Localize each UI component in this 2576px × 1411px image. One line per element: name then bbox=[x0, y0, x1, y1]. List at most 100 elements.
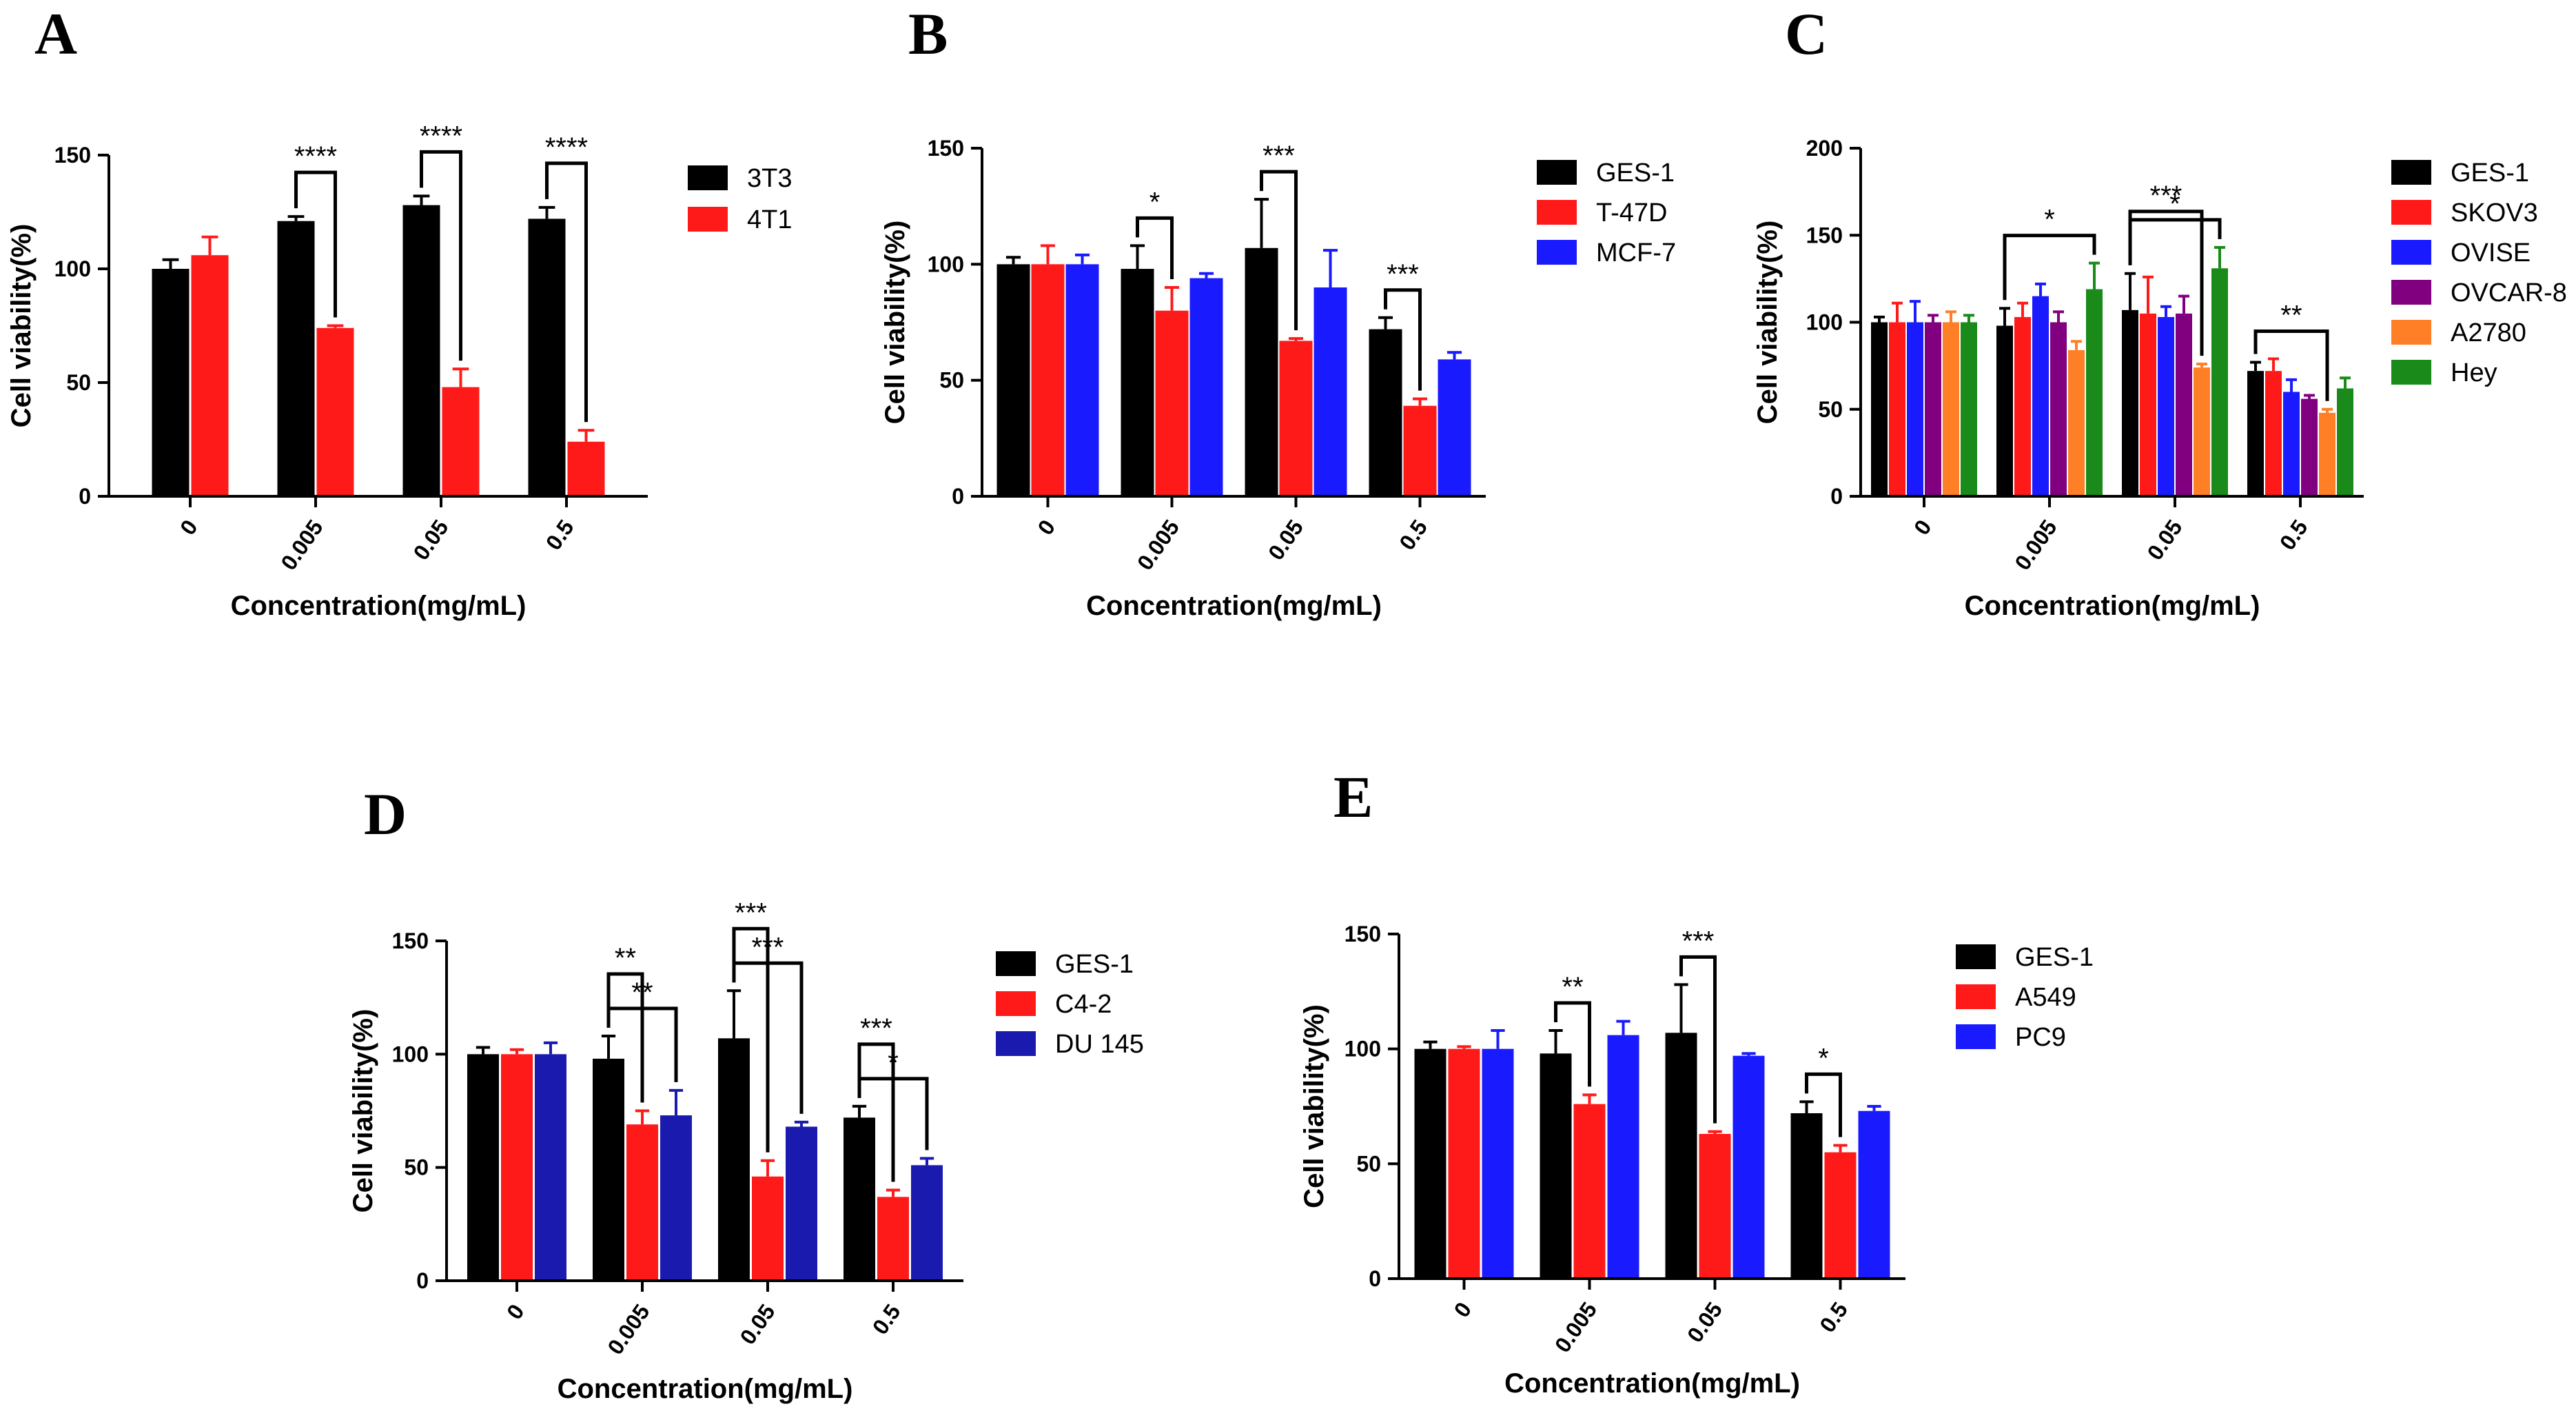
legend-label: GES-1 bbox=[1055, 950, 1134, 979]
x-tick-label: 0.05 bbox=[1263, 515, 1308, 565]
y-tick-label: 50 bbox=[1356, 1151, 1381, 1176]
panel-letter: D bbox=[364, 781, 407, 847]
bar-ges-1-0.005 bbox=[1540, 1053, 1572, 1279]
bar-a549-0.005 bbox=[1573, 1104, 1606, 1279]
significance-label: * bbox=[2044, 205, 2055, 235]
y-tick-label: 0 bbox=[79, 484, 91, 509]
legend-label: Hey bbox=[2451, 358, 2497, 387]
bar-ovise-0.5 bbox=[2283, 392, 2300, 496]
x-tick-label: 0 bbox=[502, 1299, 529, 1323]
legend-label: PC9 bbox=[2015, 1023, 2066, 1052]
panel-letter: A bbox=[34, 1, 77, 67]
bar-mcf-7-0.05 bbox=[1313, 287, 1347, 496]
bar-ges-1-0.5 bbox=[2247, 371, 2264, 496]
y-tick-label: 0 bbox=[952, 484, 964, 509]
bar-pc9-0.5 bbox=[1858, 1110, 1890, 1279]
legend-swatch bbox=[2391, 320, 2431, 345]
significance-label: *** bbox=[1263, 141, 1295, 171]
significance-bracket bbox=[294, 170, 337, 318]
bar-ges-1-0.05 bbox=[1245, 247, 1278, 496]
legend-swatch bbox=[2391, 280, 2431, 305]
bar-ovise-0 bbox=[1907, 322, 1923, 496]
significance-bracket bbox=[2128, 210, 2204, 356]
x-tick-label: 0 bbox=[1909, 515, 1936, 539]
bar-a2780-0.05 bbox=[2194, 367, 2210, 496]
legend-swatch bbox=[1537, 240, 1577, 265]
bar-hey-0.5 bbox=[2337, 388, 2353, 496]
y-tick-label: 150 bbox=[54, 143, 91, 168]
legend-swatch bbox=[2391, 160, 2431, 185]
y-tick-label: 50 bbox=[66, 370, 91, 395]
bar-du-145-0 bbox=[535, 1054, 566, 1281]
bar-ovcar-8-0 bbox=[1925, 322, 1941, 496]
significance-bracket bbox=[606, 972, 644, 1103]
x-tick-label: 0.5 bbox=[868, 1299, 906, 1339]
bar-ovcar-8-0.005 bbox=[2050, 322, 2067, 496]
bar-ovise-0.005 bbox=[2032, 296, 2049, 496]
significance-bracket bbox=[1260, 170, 1298, 331]
significance-label: **** bbox=[545, 132, 588, 163]
significance-bracket bbox=[732, 926, 770, 1153]
x-tick-label: 0.5 bbox=[541, 515, 579, 554]
x-tick-label: 0.005 bbox=[602, 1299, 654, 1359]
x-tick-label: 0.5 bbox=[2275, 515, 2313, 554]
x-tick-label: 0.5 bbox=[1815, 1297, 1852, 1337]
x-tick-label: 0.005 bbox=[2010, 515, 2061, 574]
significance-bracket bbox=[420, 150, 462, 361]
significance-label: ** bbox=[615, 943, 636, 973]
significance-bracket bbox=[545, 161, 588, 423]
x-tick-label: 0.05 bbox=[2143, 515, 2187, 565]
x-tick-label: 0.5 bbox=[1394, 515, 1432, 554]
legend-swatch bbox=[2391, 240, 2431, 265]
x-axis-title: Concentration(mg/mL) bbox=[1965, 591, 2260, 621]
x-tick-label: 0.05 bbox=[1682, 1297, 1727, 1347]
legend-label: A549 bbox=[2015, 983, 2076, 1012]
y-tick-label: 150 bbox=[928, 136, 964, 161]
significance-bracket bbox=[857, 1042, 895, 1182]
chart-panel-a: A 0 50 100 150 0 0.005 0.05 0.5 Cell viability(%)… bbox=[6, 1, 792, 621]
significance-bracket bbox=[2003, 234, 2096, 301]
legend-label: GES-1 bbox=[2015, 943, 2094, 972]
chart-panel-c: C 0 50 100 150 200 0 0.005 0.05 0.5 Cell viability… bbox=[1752, 1, 2567, 621]
bar-ges-1-0 bbox=[996, 264, 1030, 496]
bar-du-145-0.5 bbox=[911, 1165, 943, 1281]
y-axis-title: Cell viability(%) bbox=[1752, 221, 1783, 425]
legend-label: A2780 bbox=[2451, 318, 2526, 347]
y-axis-title: Cell viability(%) bbox=[348, 1009, 378, 1213]
bar-a2780-0 bbox=[1943, 322, 1959, 496]
significance-label: **** bbox=[420, 121, 462, 151]
panel-letter: B bbox=[908, 1, 948, 67]
chart-panel-d: D 0 50 100 150 0 0.005 0.05 0.5 Cell viability(%)… bbox=[348, 781, 1144, 1404]
bar-c4-2-0.005 bbox=[626, 1124, 658, 1281]
legend-swatch bbox=[1956, 1024, 1996, 1049]
bar-4t1-0.05 bbox=[442, 387, 480, 496]
bar-ges-1-0.05 bbox=[2122, 309, 2138, 496]
y-tick-label: 100 bbox=[1345, 1037, 1381, 1062]
significance-bracket bbox=[1805, 1072, 1842, 1137]
significance-bracket bbox=[1136, 216, 1174, 279]
bar-skov3-0.5 bbox=[2265, 371, 2282, 496]
bar-ges-1-0.005 bbox=[1121, 269, 1154, 496]
x-axis-title: Concentration(mg/mL) bbox=[1504, 1368, 1800, 1399]
legend-swatch bbox=[2391, 360, 2431, 385]
legend-swatch bbox=[2391, 200, 2431, 225]
bar-c4-2-0.5 bbox=[877, 1197, 909, 1281]
bar-ges-1-0.5 bbox=[844, 1117, 875, 1281]
bar-hey-0.05 bbox=[2211, 268, 2228, 496]
legend-label: MCF-7 bbox=[1596, 238, 1676, 267]
bar-ovcar-8-0.05 bbox=[2176, 313, 2192, 496]
legend-swatch bbox=[996, 991, 1036, 1016]
panel-letter: E bbox=[1333, 764, 1373, 830]
bar-a549-0.5 bbox=[1824, 1152, 1857, 1279]
significance-label: ** bbox=[2280, 301, 2302, 331]
bar-ges-1-0.05 bbox=[718, 1038, 750, 1281]
bar-mcf-7-0.5 bbox=[1438, 359, 1471, 496]
bar-ges-1-0.005 bbox=[1996, 325, 2013, 496]
bar-c4-2-0.05 bbox=[752, 1176, 784, 1281]
x-axis-title: Concentration(mg/mL) bbox=[1086, 591, 1382, 621]
panel-letter: C bbox=[1785, 1, 1828, 67]
y-axis-title: Cell viability(%) bbox=[6, 224, 37, 428]
legend-label: C4-2 bbox=[1055, 990, 1112, 1019]
bar-t-47d-0.005 bbox=[1155, 310, 1189, 496]
y-tick-label: 150 bbox=[1345, 922, 1381, 946]
